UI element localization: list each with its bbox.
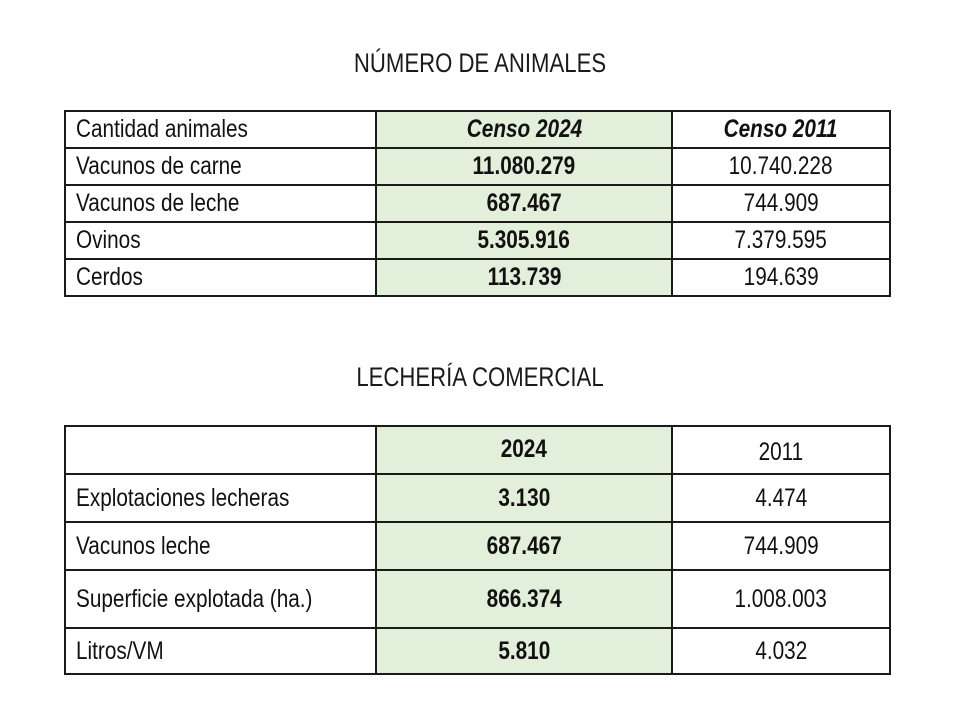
header-cell-empty [64,425,377,475]
value-2024: 113.739 [375,258,673,297]
table-row: Litros/VM 5.810 4.032 [64,627,891,675]
table-header-row: Cantidad animales Censo 2024 Censo 2011 [64,110,891,149]
animals-table-title: NÚMERO DE ANIMALES [353,48,607,78]
header-cell-category: Cantidad animales [64,110,377,149]
value-2024: 687.467 [375,521,673,571]
animals-count-table: Cantidad animales Censo 2024 Censo 2011 … [64,110,891,297]
value-2011: 10.740.228 [671,147,891,186]
value-2024: 866.374 [375,569,673,629]
value-2024: 3.130 [375,473,673,523]
value-2011: 744.909 [671,184,891,223]
value-2011: 194.639 [671,258,891,297]
value-2024: 5.810 [375,627,673,675]
header-cell-censo-2011: Censo 2011 [671,110,891,149]
row-label: Vacunos de carne [64,147,377,186]
table-row: Explotaciones lecheras 3.130 4.474 [64,473,891,523]
value-2024: 687.467 [375,184,673,223]
value-2011: 4.032 [671,627,891,675]
value-2011: 744.909 [671,521,891,571]
table-row: Ovinos 5.305.916 7.379.595 [64,221,891,260]
value-2011: 1.008.003 [671,569,891,629]
row-label: Vacunos leche [64,521,377,571]
value-2011: 4.474 [671,473,891,523]
value-2011: 7.379.595 [671,221,891,260]
table-row: Vacunos de carne 11.080.279 10.740.228 [64,147,891,186]
table-row: Vacunos de leche 687.467 744.909 [64,184,891,223]
row-label: Explotaciones lecheras [64,473,377,523]
header-cell-2011: 2011 [671,425,891,475]
table-row: Cerdos 113.739 194.639 [64,258,891,297]
value-2024: 11.080.279 [375,147,673,186]
row-label: Ovinos [64,221,377,260]
row-label: Cerdos [64,258,377,297]
header-cell-censo-2024: Censo 2024 [375,110,673,149]
commercial-dairy-table: 2024 2011 Explotaciones lecheras 3.130 4… [64,425,891,675]
row-label: Litros/VM [64,627,377,675]
value-2024: 5.305.916 [375,221,673,260]
row-label: Superficie explotada (ha.) [64,569,377,629]
table-header-row: 2024 2011 [64,425,891,475]
dairy-table-title: LECHERÍA COMERCIAL [356,362,604,392]
header-cell-2024: 2024 [375,425,673,475]
table-row: Vacunos leche 687.467 744.909 [64,521,891,571]
table-row: Superficie explotada (ha.) 866.374 1.008… [64,569,891,629]
row-label: Vacunos de leche [64,184,377,223]
